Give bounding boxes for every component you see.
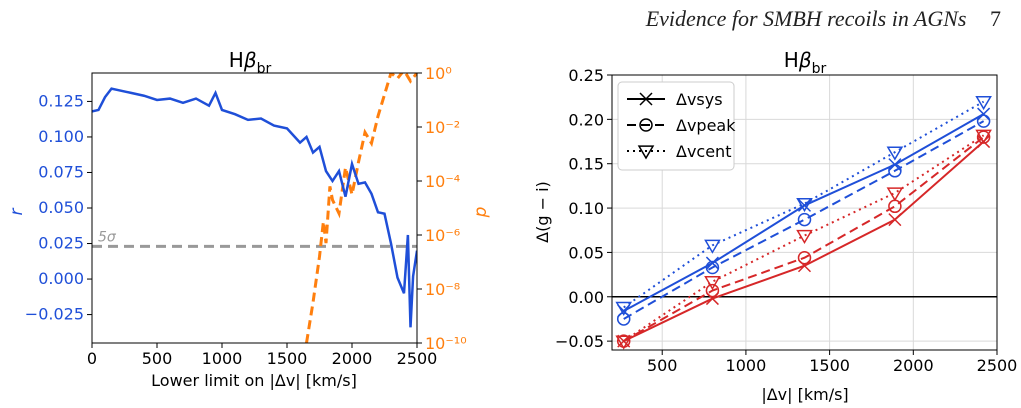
left-chart-title: Hβbr	[229, 48, 272, 77]
right-y-ticks: 0.25 0.20 0.15 0.10 0.05 0.00 −0.05	[555, 66, 612, 351]
right-y-axis-label: p	[471, 206, 491, 218]
red-dashed-series-line	[623, 136, 985, 342]
right-y-tick-label: 10⁻²	[425, 118, 460, 137]
y-tick-label: −0.025	[25, 305, 84, 324]
circle-marker	[705, 283, 720, 298]
running-title: Evidence for SMBH recoils in AGNs	[645, 6, 967, 31]
right-y-tick-label: 10⁰	[425, 64, 452, 83]
x-tick-label: 2500	[397, 349, 438, 368]
r-series-line	[92, 87, 417, 328]
circle-marker	[888, 199, 902, 214]
x-marker	[705, 256, 719, 270]
left-right-y-ticks: 10⁰ 10⁻² 10⁻⁴ 10⁻⁶ 10⁻⁸ 10⁻¹⁰	[417, 64, 467, 353]
y-tick-label: 0.000	[38, 269, 84, 288]
circle-marker	[976, 114, 991, 128]
p-value-series-line	[305, 73, 417, 343]
right-x-axis-label: |Δv| [km/s]	[761, 385, 848, 404]
blue-dotted-series-line	[623, 100, 985, 309]
x-tick-label: 0	[87, 349, 97, 368]
x-marker	[888, 213, 902, 227]
x-tick-label: 2000	[893, 356, 934, 375]
triangle-marker	[975, 95, 992, 111]
triangle-marker	[796, 197, 813, 213]
y-tick-label: 0.25	[568, 66, 604, 85]
circle-marker	[797, 212, 812, 227]
x-tick-label: 1500	[809, 356, 850, 375]
right-y-tick-label: 10⁻⁸	[425, 280, 460, 299]
x-tick-label: 2500	[977, 356, 1018, 375]
x-tick-label: 1500	[267, 349, 308, 368]
triangle-marker	[615, 301, 633, 316]
right-chart-title: Hβbr	[784, 48, 827, 77]
y-tick-label: 0.15	[568, 155, 604, 174]
left-plot-area: 5σ	[92, 73, 417, 343]
x-tick-label: 500	[142, 349, 173, 368]
page-number: 7	[990, 6, 1001, 31]
x-marker	[977, 107, 991, 121]
left-chart: Hβbr 5σ 0 500 1000 1500 2000 2500 0.1250.1000…	[7, 48, 491, 390]
y-tick-label: 0.20	[568, 110, 604, 129]
triangle-marker	[886, 146, 904, 161]
circle-marker	[639, 118, 653, 132]
blue-dashed-series-line	[623, 120, 985, 320]
legend-label: Δvcent	[676, 142, 731, 161]
circle-marker	[705, 260, 720, 275]
right-plot-area	[612, 74, 998, 350]
triangle-marker	[615, 335, 633, 350]
right-y-tick-label: 10⁻⁶	[425, 226, 460, 245]
page-header: Evidence for SMBH recoils in AGNs 7	[646, 6, 1001, 36]
threshold-label: 5σ	[98, 229, 117, 245]
y-tick-label: 0.10	[568, 199, 604, 218]
triangle-marker	[975, 129, 992, 144]
triangle-marker	[886, 187, 904, 202]
y-tick-label: 0.025	[38, 234, 84, 253]
triangle-marker	[637, 145, 655, 160]
y-tick-label: 0.075	[38, 162, 84, 181]
right-x-ticks: 500 1000 1500 2000 2500	[647, 350, 1017, 375]
triangle-marker	[704, 276, 721, 291]
legend-box	[617, 81, 735, 171]
left-x-axis-label: Lower limit on |Δv| [km/s]	[151, 371, 357, 390]
left-x-ticks: 0 500 1000 1500 2000 2500	[87, 343, 437, 368]
right-y-tick-label: 10⁻⁴	[425, 172, 460, 191]
legend-label: Δvpeak	[676, 116, 736, 135]
y-tick-label: −0.05	[555, 332, 604, 351]
circle-marker	[797, 250, 812, 265]
y-tick-label: 0.125	[38, 91, 84, 110]
right-plot-frame	[611, 74, 998, 351]
x-tick-label: 2000	[332, 349, 373, 368]
y-tick-label: 0.050	[38, 198, 84, 217]
y-tick-label: 0.100	[38, 127, 84, 146]
left-plot-frame	[91, 72, 418, 344]
y-tick-label: 0.05	[568, 243, 604, 262]
x-marker	[639, 92, 653, 106]
right-y-tick-label: 10⁻¹⁰	[425, 334, 467, 353]
right-chart: Hβbr 500 1000 1500 2000 2500 0.25 0.20 0.15 0.1…	[533, 48, 1017, 404]
legend: Δvsys Δvpeak Δvcent	[617, 81, 736, 171]
left-series-group: 5σ	[92, 73, 417, 343]
triangle-marker	[704, 239, 721, 254]
circle-marker	[888, 164, 902, 178]
x-tick-label: 1000	[726, 356, 767, 375]
legend-label: Δvsys	[676, 90, 723, 109]
y-tick-label: 0.00	[568, 288, 604, 307]
x-tick-label: 500	[647, 356, 678, 375]
x-marker	[797, 198, 812, 212]
left-y-ticks: 0.125 0.100 0.075 0.050 0.025 0.000 −0.025	[25, 91, 92, 324]
right-chart-y-axis-label: Δ(g − i)	[533, 181, 552, 243]
left-y-axis-label: r	[7, 208, 27, 216]
triangle-marker	[796, 229, 813, 245]
x-tick-label: 1000	[202, 349, 243, 368]
